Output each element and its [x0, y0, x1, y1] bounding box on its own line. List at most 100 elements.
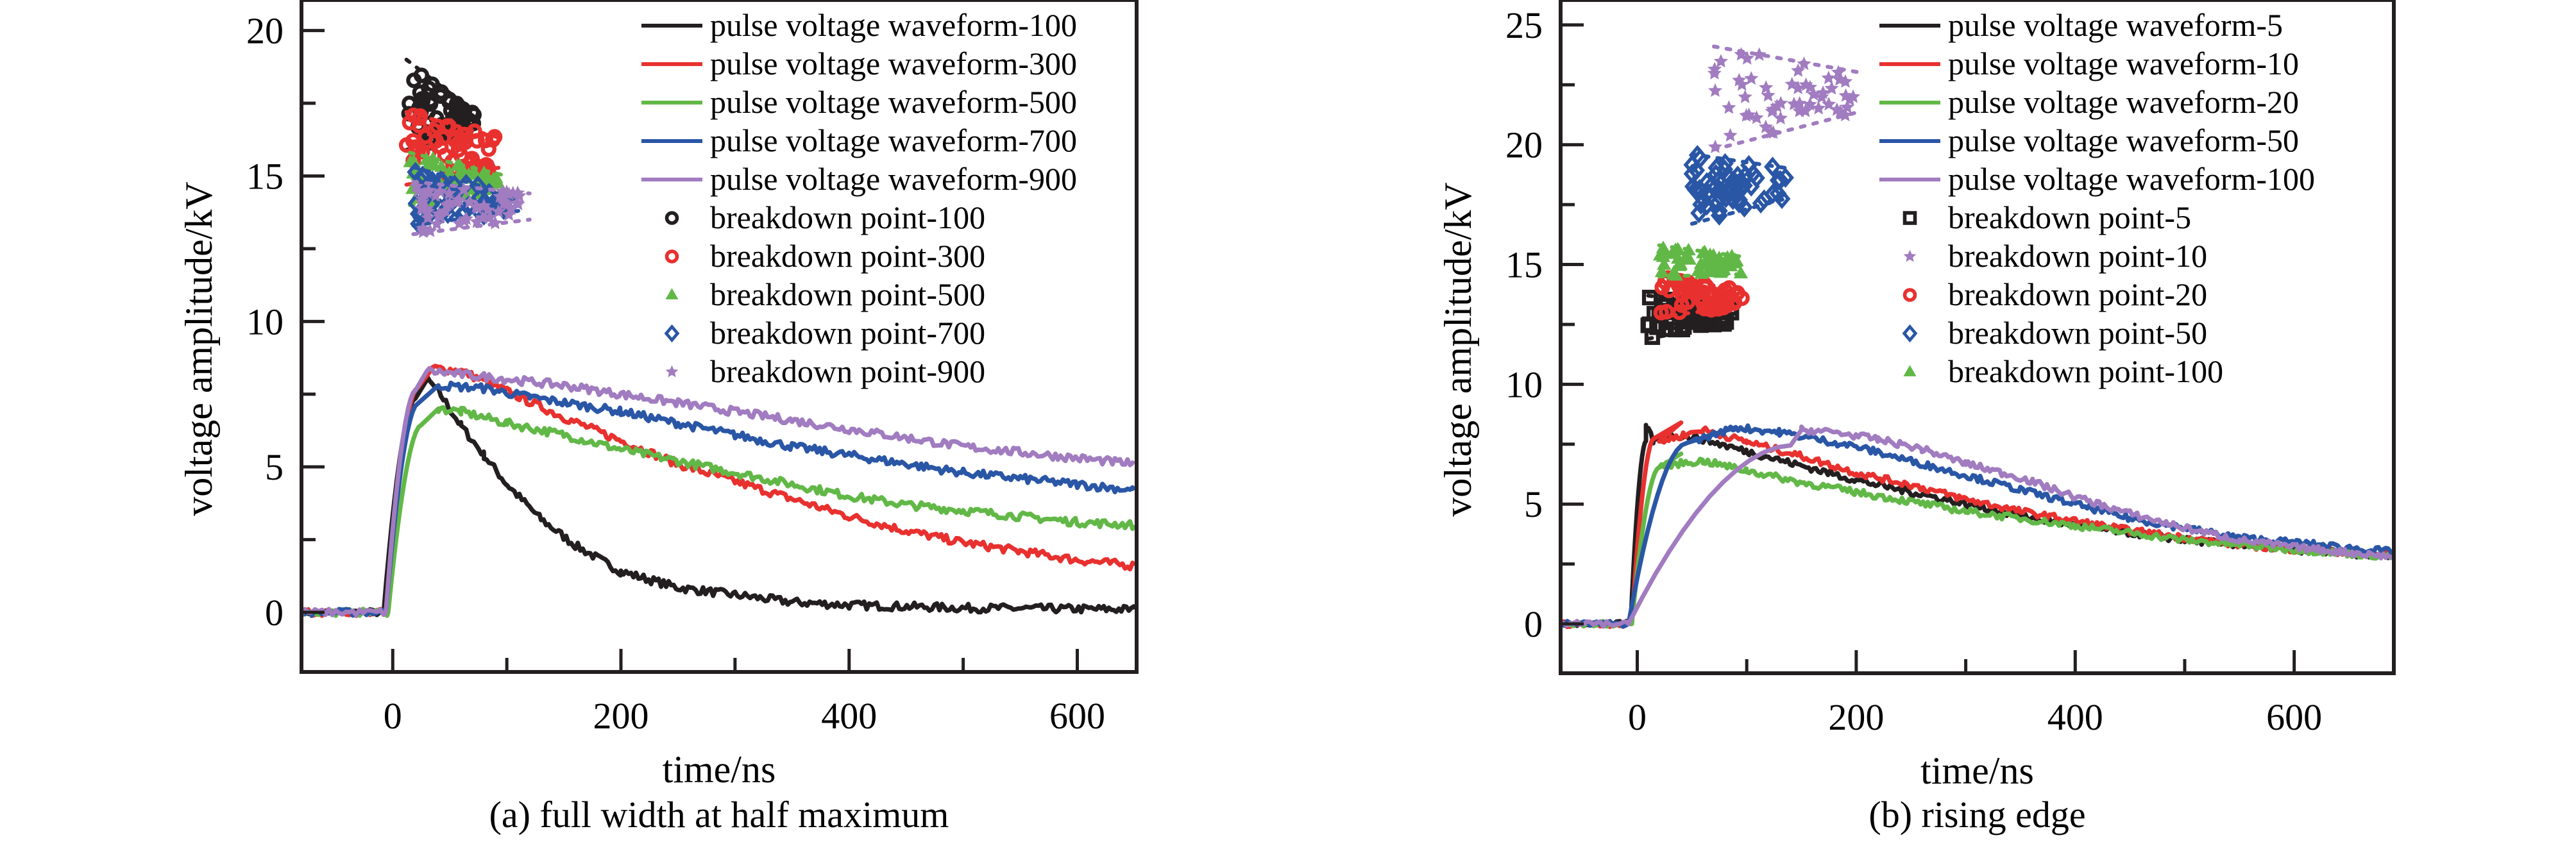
breakdown-point: [1842, 92, 1857, 106]
breakdown-point: [1686, 308, 1702, 324]
legend-label: breakdown point-100: [1948, 353, 2223, 389]
legend-label: pulse voltage waveform-100: [1948, 161, 2315, 197]
breakdown-point: [452, 216, 467, 230]
legend-marker-swatch: [665, 288, 679, 299]
breakdown-point: [420, 185, 435, 199]
x-tick-label: 400: [2047, 696, 2103, 738]
breakdown-point: [1684, 278, 1701, 294]
breakdown-point: [465, 166, 480, 180]
breakdown-point: [425, 151, 441, 164]
legend-label: breakdown point-10: [1948, 238, 2207, 274]
breakdown-point: [1838, 108, 1852, 122]
legend-item: breakdown point-100: [1903, 353, 2223, 389]
breakdown-point: [487, 175, 502, 189]
breakdown-point: [1682, 252, 1697, 265]
breakdown-point: [1710, 205, 1728, 226]
legend-marker-swatch: [1903, 249, 1917, 262]
y-tick-label: 0: [265, 592, 284, 633]
legend-label: pulse voltage waveform-100: [710, 7, 1077, 43]
breakdown-point: [452, 192, 466, 206]
breakdown-point: [1784, 76, 1799, 91]
breakdown-point: [1831, 65, 1846, 79]
x-tick-label: 400: [821, 695, 877, 737]
breakdown-point: [1759, 80, 1774, 94]
x-axis-title: time/ns: [663, 748, 776, 791]
breakdown-point: [1641, 316, 1657, 332]
legend-label: breakdown point-300: [710, 238, 985, 274]
breakdown-point: [1692, 194, 1710, 215]
legend-item: pulse voltage waveform-100: [641, 7, 1077, 43]
breakdown-point: [428, 188, 443, 202]
breakdown-point: [1734, 77, 1749, 91]
breakdown-point: [1786, 96, 1801, 110]
breakdown-point: [1791, 80, 1806, 94]
figure-caption: (b) rising edge: [1868, 794, 2085, 835]
legend-item: pulse voltage waveform-20: [1879, 84, 2299, 120]
breakdown-point: [1713, 54, 1728, 68]
envelope-top: [1690, 152, 1793, 171]
breakdown-point: [1718, 296, 1734, 312]
legend-label: pulse voltage waveform-5: [1948, 7, 2283, 43]
legend-label: pulse voltage waveform-300: [710, 46, 1077, 81]
breakdown-point: [411, 183, 426, 197]
breakdown-point: [1654, 264, 1670, 278]
breakdown-point: [1668, 321, 1684, 338]
breakdown-point: [500, 197, 514, 211]
legend-label: breakdown point-900: [710, 353, 985, 389]
legend-label: breakdown point-50: [1948, 315, 2207, 351]
breakdown-point: [411, 118, 427, 134]
breakdown-point: [1822, 97, 1836, 111]
legend-item: pulse voltage waveform-10: [1879, 46, 2299, 81]
waveform-line: [301, 374, 1137, 618]
y-tick-label: 5: [265, 446, 284, 488]
breakdown-point: [1838, 88, 1853, 102]
legend-item: pulse voltage waveform-100: [1879, 161, 2315, 197]
legend-item: breakdown point-10: [1903, 238, 2207, 274]
breakdown-point: [1744, 71, 1759, 85]
breakdown-point: [482, 210, 497, 224]
legend-marker-swatch: [1902, 211, 1917, 225]
breakdown-point: [1765, 104, 1779, 118]
breakdown-point: [1739, 108, 1754, 122]
legend-label: breakdown point-700: [710, 315, 985, 351]
breakdown-point: [1691, 148, 1709, 169]
legend-marker-swatch: [665, 365, 679, 378]
breakdown-point: [1798, 103, 1813, 117]
breakdown-point: [1657, 257, 1672, 270]
breakdown-point: [1752, 47, 1767, 61]
y-tick-label: 15: [1505, 244, 1543, 286]
breakdown-point: [427, 158, 441, 171]
x-tick-label: 600: [2266, 696, 2322, 738]
breakdown-point: [1722, 100, 1736, 114]
breakdown-point: [420, 204, 435, 218]
breakdown-point: [406, 72, 422, 88]
breakdown-point: [1684, 176, 1702, 197]
breakdown-point: [1672, 258, 1688, 271]
breakdown-point: [429, 216, 444, 230]
legend-label: pulse voltage waveform-900: [710, 161, 1077, 197]
waveform-line: [1561, 424, 2394, 629]
breakdown-point: [412, 110, 428, 126]
y-tick-label: 25: [1505, 4, 1543, 46]
x-tick-label: 0: [1628, 696, 1647, 738]
breakdown-point: [441, 186, 457, 200]
breakdown-point: [1707, 164, 1725, 185]
x-tick-label: 200: [593, 695, 649, 737]
legend-label: pulse voltage waveform-500: [710, 84, 1077, 120]
breakdown-point: [421, 210, 436, 224]
breakdown-point: [1773, 110, 1788, 124]
breakdown-point: [1656, 249, 1671, 262]
breakdown-point: [1755, 189, 1773, 210]
envelope-bottom: [1711, 109, 1864, 152]
legend-item: pulse voltage waveform-50: [1879, 122, 2299, 158]
breakdown-point: [1770, 99, 1784, 113]
y-tick-label: 20: [1505, 124, 1543, 166]
x-tick-label: 600: [1049, 695, 1105, 737]
y-tick-label: 10: [246, 301, 284, 342]
breakdown-point: [1735, 197, 1753, 218]
legend-item: breakdown point-5: [1902, 199, 2191, 235]
legend-item: breakdown point-300: [665, 238, 985, 274]
y-axis-title: voltage amplitude/kV: [178, 181, 220, 516]
legend-item: pulse voltage waveform-700: [641, 122, 1077, 158]
